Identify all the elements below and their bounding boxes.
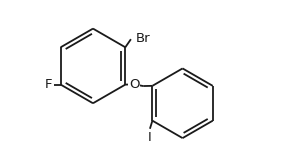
Text: F: F bbox=[45, 78, 53, 91]
Text: Br: Br bbox=[135, 32, 150, 45]
Text: I: I bbox=[148, 131, 152, 144]
Text: O: O bbox=[129, 78, 139, 91]
